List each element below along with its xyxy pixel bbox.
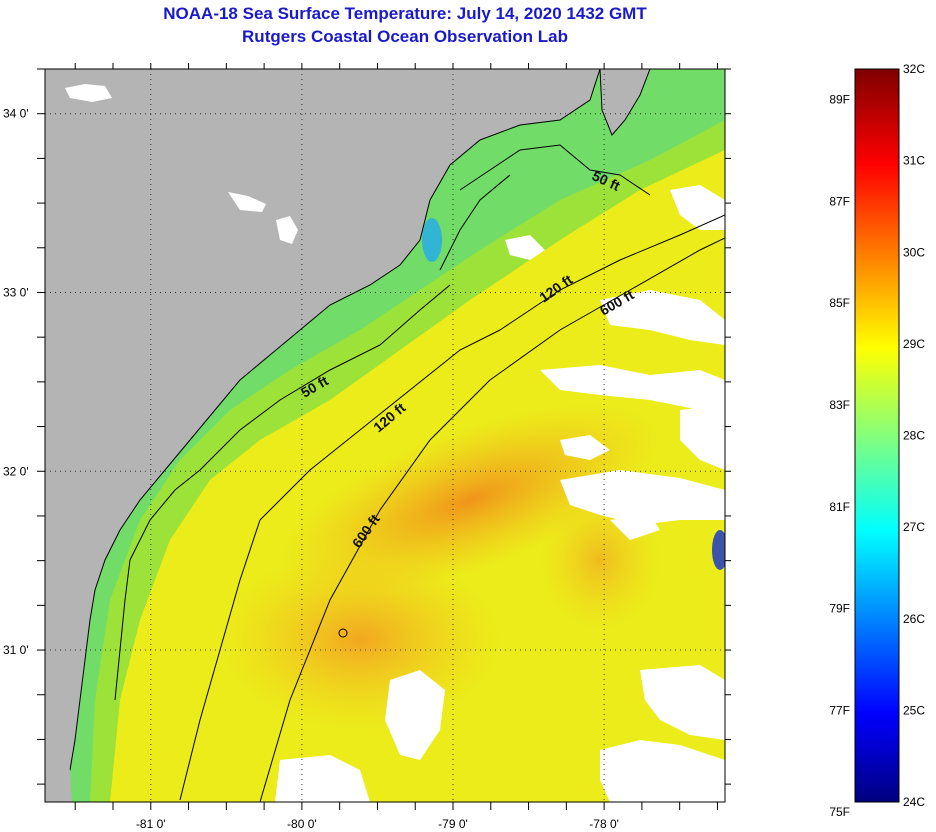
cloud-cover bbox=[65, 84, 725, 802]
lon-tick-label: -80 0' bbox=[287, 817, 317, 831]
map-frame bbox=[44, 68, 726, 803]
land-area-northeast bbox=[599, 69, 651, 136]
land-area-southwest bbox=[45, 740, 72, 802]
lon-tick-label: -79 0' bbox=[438, 817, 468, 831]
contour-120ft-north bbox=[499, 214, 725, 331]
contour-120ft-south bbox=[259, 329, 501, 521]
contour-loop bbox=[338, 628, 348, 638]
lon-tick-label: -81 0' bbox=[136, 817, 166, 831]
map-subtitle: Rutgers Coastal Ocean Observation Lab bbox=[242, 27, 568, 46]
map-ticks bbox=[37, 63, 731, 810]
contour-50ft-south bbox=[199, 284, 451, 471]
cool-upwelling-spot bbox=[422, 218, 442, 262]
contour-50ft-far-south bbox=[129, 469, 201, 561]
contour-50ft-north bbox=[459, 144, 651, 196]
contour-50ft-mid bbox=[439, 174, 511, 271]
lat-tick-label: 34 0' bbox=[3, 107, 29, 121]
cool-spot-east bbox=[712, 530, 725, 570]
lat-tick-label: 33 0' bbox=[3, 285, 29, 299]
lat-tick-label: 31 0' bbox=[3, 643, 29, 657]
map-gridlines bbox=[45, 69, 725, 802]
lat-tick-label: 32 0' bbox=[3, 464, 29, 478]
land-area bbox=[45, 69, 601, 771]
contour-50ft-southmost bbox=[114, 559, 131, 701]
warm-core-south bbox=[220, 550, 500, 730]
lon-tick-label: -78 0' bbox=[589, 817, 619, 831]
map-title: NOAA-18 Sea Surface Temperature: July 14… bbox=[163, 4, 647, 23]
longitude-labels: -81 0' -80 0' -79 0' -78 0' bbox=[136, 817, 619, 831]
latitude-labels: 34 0' 33 0' 32 0' 31 0' bbox=[3, 107, 29, 657]
